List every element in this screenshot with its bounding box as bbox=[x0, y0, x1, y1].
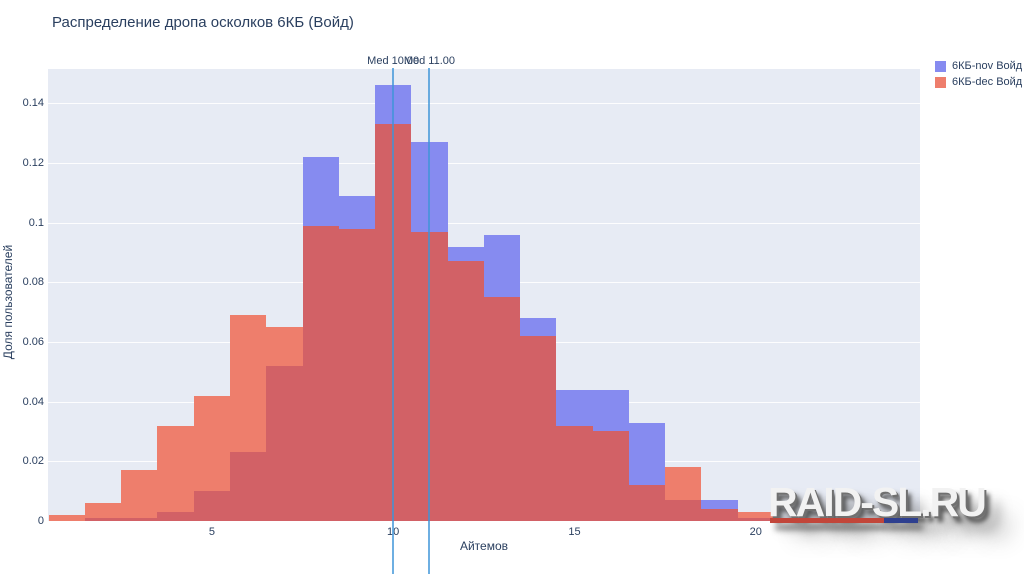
watermark-text: RAID-SL.RU bbox=[768, 479, 987, 525]
y-tick-label: 0.1 bbox=[28, 216, 44, 229]
hist-bar-dec bbox=[193, 395, 230, 492]
hist-bar-overlap bbox=[157, 512, 194, 521]
hist-bar-dec bbox=[737, 512, 774, 518]
hist-bar-overlap bbox=[84, 518, 122, 521]
chart-title: Распределение дропа осколков 6КБ (Войд) bbox=[52, 14, 354, 31]
plot-area bbox=[48, 69, 920, 521]
x-tick-label: 5 bbox=[208, 526, 215, 538]
hist-bar-nov bbox=[592, 389, 629, 432]
hist-bar-overlap bbox=[193, 491, 230, 521]
y-axis-title: Доля пользователей bbox=[1, 244, 15, 360]
y-tick-label: 0.02 bbox=[22, 455, 44, 468]
legend-label: 6КБ-nov Войд bbox=[952, 60, 1023, 72]
hist-bar-nov bbox=[556, 389, 593, 426]
hist-bar-dec bbox=[266, 327, 303, 366]
watermark-underline-blue bbox=[884, 518, 918, 523]
legend-swatch-icon bbox=[935, 60, 946, 72]
hist-bar-nov bbox=[302, 157, 339, 226]
y-tick-label: 0.08 bbox=[22, 276, 44, 289]
y-tick-label: 0.14 bbox=[22, 97, 44, 110]
hist-bar-dec bbox=[48, 515, 85, 521]
hist-bar-dec bbox=[84, 503, 122, 518]
watermark-underline-red bbox=[770, 518, 884, 523]
hist-bar-overlap bbox=[737, 518, 774, 521]
hist-bar-overlap bbox=[520, 336, 557, 521]
hist-bar-nov bbox=[338, 195, 376, 229]
x-tick-label: 15 bbox=[568, 526, 581, 538]
legend-item[interactable]: 6КБ-dec Войд bbox=[935, 76, 1022, 88]
hist-bar-overlap bbox=[556, 425, 593, 521]
hist-bar-overlap bbox=[121, 518, 158, 521]
hist-bar-overlap bbox=[628, 485, 666, 521]
y-tick-label: 0.06 bbox=[22, 335, 44, 348]
hist-bar-overlap bbox=[701, 509, 738, 521]
y-tick-label: 0.04 bbox=[22, 395, 44, 408]
hist-bar-overlap bbox=[483, 297, 521, 521]
watermark: RAID-SL.RU bbox=[768, 479, 987, 526]
median-line bbox=[392, 68, 395, 574]
hist-bar-nov bbox=[701, 500, 738, 510]
hist-bar-nov bbox=[628, 422, 666, 486]
hist-bar-nov bbox=[447, 246, 484, 262]
hist-bar-overlap bbox=[447, 261, 484, 521]
legend-label: 6КБ-dec Войд bbox=[952, 76, 1023, 88]
hist-bar-overlap bbox=[592, 431, 629, 521]
y-tick-label: 0.12 bbox=[22, 156, 44, 169]
hist-bar-nov bbox=[520, 318, 557, 336]
median-label: Med 11.00 bbox=[403, 55, 456, 67]
y-gridline bbox=[48, 103, 920, 105]
median-line bbox=[428, 68, 431, 574]
y-gridline bbox=[48, 162, 920, 164]
hist-bar-overlap bbox=[338, 228, 376, 521]
y-gridline bbox=[48, 222, 920, 224]
hist-bar-dec bbox=[230, 315, 267, 453]
hist-bar-dec bbox=[157, 425, 194, 513]
hist-bar-overlap bbox=[665, 500, 702, 521]
legend-swatch-icon bbox=[935, 76, 946, 88]
legend: 6КБ-nov Войд 6КБ-dec Войд bbox=[935, 60, 1022, 92]
hist-bar-overlap bbox=[230, 452, 267, 521]
hist-bar-nov bbox=[483, 234, 521, 298]
hist-bar-overlap bbox=[302, 225, 339, 521]
x-axis-title: Айтемов bbox=[459, 539, 509, 553]
x-tick-label: 20 bbox=[749, 526, 762, 538]
median-label: Med 10.00 bbox=[367, 55, 420, 67]
hist-bar-dec bbox=[665, 467, 702, 501]
legend-item[interactable]: 6КБ-nov Войд bbox=[935, 60, 1022, 72]
y-tick-label: 0 bbox=[37, 515, 44, 527]
hist-bar-overlap bbox=[266, 365, 303, 521]
hist-bar-dec bbox=[121, 470, 158, 518]
